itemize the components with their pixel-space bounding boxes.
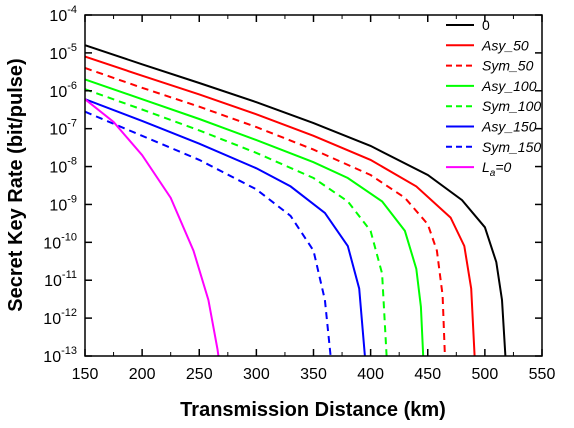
series-line-7 (85, 98, 225, 356)
x-tick-label: 400 (357, 366, 384, 383)
x-tick-label: 250 (186, 366, 213, 383)
series-line-6 (85, 110, 332, 356)
y-axis-title: Secret Key Rate (bit/pulse) (5, 58, 27, 311)
series-line-4 (85, 88, 388, 356)
x-tick-label: 450 (414, 366, 441, 383)
series-line-3 (85, 78, 425, 356)
y-tick-label: 10-9 (49, 193, 77, 214)
legend-label: Asy_50 (481, 37, 529, 53)
legend: 0 Asy_50 Sym_50 Asy_100 Sym_100 Asy_150 Sym_15… (446, 17, 541, 179)
y-tick-label: 10-8 (49, 156, 77, 177)
y-tick-label: 10-11 (44, 269, 77, 290)
legend-label: Sym_100 (482, 98, 541, 114)
legend-label: Sym_50 (482, 58, 534, 74)
legend-label: 0 (482, 17, 490, 33)
plot-frame (84, 14, 543, 357)
y-tick-label: 10-7 (49, 118, 77, 139)
y-tick-label: 10-10 (43, 231, 77, 252)
x-tick-label: 550 (529, 366, 556, 383)
legend-label: La=0 (482, 159, 512, 179)
x-tick-label: 200 (129, 366, 156, 383)
series-line-0 (85, 44, 507, 356)
y-axis-ticks: 10-13 10-12 10-11 10-10 10-9 10-8 10-7 10-6 10-5… (43, 4, 542, 366)
legend-label: Asy_100 (481, 78, 537, 94)
x-tick-label: 300 (243, 366, 270, 383)
y-tick-label: 10-4 (49, 4, 77, 25)
y-tick-label: 10-6 (49, 80, 77, 101)
y-tick-label: 10-12 (43, 307, 77, 328)
x-axis-ticks: 150 200 250 300 350 400 450 500 550 (72, 15, 556, 383)
x-axis-title: Transmission Distance (km) (180, 399, 446, 421)
x-tick-label: 350 (300, 366, 327, 383)
x-tick-label: 500 (472, 366, 499, 383)
plot-lines (85, 44, 507, 356)
x-tick-label: 150 (72, 366, 99, 383)
legend-label: Asy_150 (481, 119, 537, 135)
series-line-2 (85, 67, 446, 356)
series-line-5 (85, 98, 366, 356)
y-tick-label: 10-5 (49, 42, 77, 63)
series-line-1 (85, 55, 476, 356)
y-tick-label: 10-13 (43, 345, 77, 366)
legend-label: Sym_150 (482, 139, 541, 155)
